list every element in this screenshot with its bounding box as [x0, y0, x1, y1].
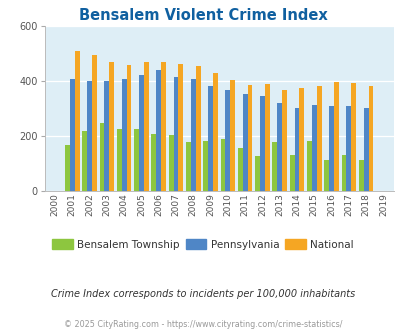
Bar [220, 139, 225, 191]
Bar [208, 85, 213, 191]
Bar [259, 96, 264, 191]
Bar [225, 90, 230, 191]
Bar [122, 79, 126, 191]
Bar [65, 145, 70, 191]
Bar [368, 86, 373, 191]
Bar [109, 62, 114, 191]
Bar [178, 64, 183, 191]
Bar [306, 141, 311, 191]
Bar [311, 105, 316, 191]
Bar [99, 123, 104, 191]
Bar [151, 134, 156, 191]
Bar [92, 55, 97, 191]
Bar [168, 135, 173, 191]
Bar [358, 160, 363, 191]
Bar [117, 129, 121, 191]
Bar [255, 156, 259, 191]
Bar [272, 143, 277, 191]
Bar [156, 70, 161, 191]
Bar [264, 84, 269, 191]
Bar [185, 143, 190, 191]
Bar [299, 88, 303, 191]
Bar [143, 62, 148, 191]
Bar [242, 94, 247, 191]
Bar [139, 75, 143, 191]
Bar [173, 77, 178, 191]
Bar [345, 106, 350, 191]
Bar [281, 90, 286, 191]
Bar [104, 82, 109, 191]
Bar [324, 160, 328, 191]
Bar [134, 129, 139, 191]
Text: Bensalem Violent Crime Index: Bensalem Violent Crime Index [79, 8, 326, 23]
Bar [230, 80, 234, 191]
Bar [82, 131, 87, 191]
Bar [190, 79, 195, 191]
Text: Crime Index corresponds to incidents per 100,000 inhabitants: Crime Index corresponds to incidents per… [51, 289, 354, 299]
Bar [75, 51, 79, 191]
Bar [289, 155, 294, 191]
Text: © 2025 CityRating.com - https://www.cityrating.com/crime-statistics/: © 2025 CityRating.com - https://www.city… [64, 320, 341, 329]
Bar [213, 73, 217, 191]
Bar [294, 108, 299, 191]
Bar [237, 148, 242, 191]
Bar [126, 65, 131, 191]
Bar [247, 85, 252, 191]
Bar [350, 83, 355, 191]
Bar [328, 106, 333, 191]
Bar [203, 141, 208, 191]
Bar [333, 82, 338, 191]
Bar [341, 155, 345, 191]
Bar [363, 108, 368, 191]
Legend: Bensalem Township, Pennsylvania, National: Bensalem Township, Pennsylvania, Nationa… [48, 235, 357, 254]
Bar [87, 81, 92, 191]
Bar [277, 103, 281, 191]
Bar [195, 66, 200, 191]
Bar [70, 79, 75, 191]
Bar [161, 62, 166, 191]
Bar [316, 86, 321, 191]
